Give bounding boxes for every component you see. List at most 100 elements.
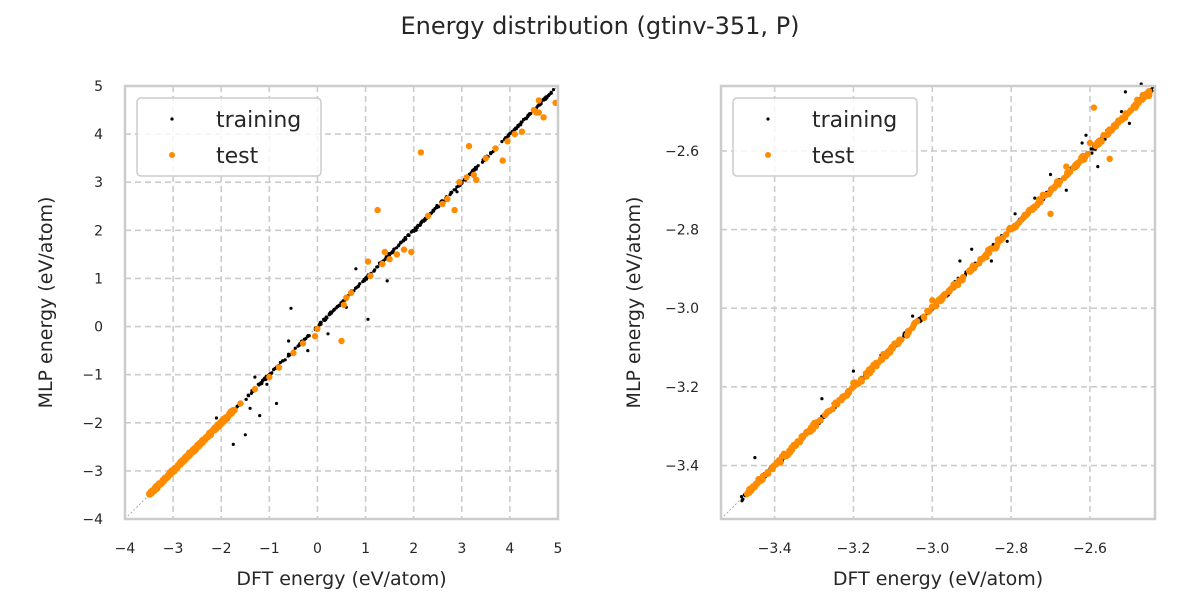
right-y-tick-label: −3.2: [665, 380, 699, 396]
left-test-point: [228, 408, 235, 415]
right-test-point: [850, 379, 857, 387]
right-test-point: [1145, 92, 1153, 100]
right-test-point: [1018, 216, 1026, 223]
left-training-point: [551, 88, 556, 92]
left-training-point: [549, 91, 553, 95]
left-test-point: [290, 349, 297, 357]
left-training-point: [415, 226, 419, 230]
right-legend: training test: [732, 97, 918, 177]
left-training-point: [265, 382, 269, 386]
right-test-point: [1106, 155, 1113, 162]
right-training-point: [1127, 121, 1131, 125]
right-test-point: [932, 302, 940, 309]
left-training-point: [256, 382, 260, 386]
left-training-point: [366, 317, 370, 321]
right-y-axis-label: MLP energy (eV/atom): [623, 197, 645, 409]
right-test-point: [1090, 104, 1098, 111]
right-test-point: [983, 250, 990, 258]
right-y-tick-label: −3.4: [665, 459, 699, 475]
left-training-point: [283, 358, 287, 362]
legend-test-marker: [765, 152, 771, 158]
legend-test-label: test: [216, 144, 259, 169]
right-training-point: [1080, 141, 1084, 145]
left-axes-frame: [123, 84, 560, 521]
right-test-point: [745, 488, 752, 496]
right-test-point: [757, 476, 764, 484]
left-y-tick-label: −4: [82, 512, 103, 528]
left-test-point: [393, 251, 400, 258]
left-training-point: [235, 404, 239, 409]
left-training-point: [244, 397, 248, 401]
left-training-point: [385, 279, 389, 283]
right-test-point: [937, 297, 944, 304]
right-y-tick-label: −2.8: [665, 223, 699, 239]
right-training-point: [1084, 133, 1088, 137]
left-training-point: [434, 205, 439, 209]
left-y-tick-label: 2: [94, 223, 103, 239]
right-test-point: [1075, 159, 1082, 167]
left-training-point: [403, 236, 408, 240]
left-training-point: [302, 337, 307, 341]
right-x-tick-label: −3.2: [836, 541, 870, 557]
right-test-point: [878, 356, 886, 364]
right-test-point: [1040, 193, 1048, 200]
left-test-point: [176, 460, 183, 467]
left-test-point: [463, 174, 470, 181]
left-test-point: [456, 179, 463, 186]
right-test-point: [786, 447, 793, 454]
left-test-point: [451, 206, 458, 214]
left-legend-box: [136, 97, 322, 177]
right-test-point: [992, 245, 1000, 252]
right-training-point: [911, 314, 915, 318]
right-training-point: [753, 456, 757, 460]
left-test-point: [299, 340, 307, 347]
legend-test-label: test: [812, 144, 855, 169]
left-test-point: [343, 294, 350, 301]
right-x-tick-label: −2.6: [1073, 541, 1107, 557]
right-training-point: [1064, 188, 1068, 192]
right-training-point: [958, 259, 962, 263]
right-test-point: [873, 362, 880, 370]
left-y-axis-label: MLP energy (eV/atom): [35, 197, 57, 409]
left-training-point: [318, 320, 323, 324]
left-training-point: [387, 252, 391, 256]
right-training-point: [1005, 239, 1009, 243]
left-training-point: [278, 360, 282, 365]
left-y-tick-label: 0: [94, 320, 103, 336]
left-training-point: [332, 308, 336, 312]
right-test-point: [940, 292, 947, 299]
right-x-tick-label: −3.4: [758, 541, 792, 557]
left-y-tick-label: −3: [82, 464, 103, 480]
left-test-point: [400, 246, 408, 253]
left-test-point: [540, 114, 547, 121]
left-test-point: [181, 456, 188, 463]
right-test-point: [926, 307, 933, 314]
left-training-point: [392, 247, 396, 251]
right-test-point: [1063, 163, 1070, 170]
left-x-tick-label: 5: [554, 541, 563, 557]
right-test-point: [957, 277, 964, 284]
left-test-point: [162, 475, 169, 482]
left-training-point: [455, 190, 459, 194]
right-test-point: [914, 318, 921, 325]
left-test-point: [367, 272, 374, 280]
left-training-point: [516, 125, 520, 129]
right-test-point: [1134, 96, 1141, 104]
right-test-point: [905, 329, 912, 336]
right-test-point: [1125, 109, 1132, 117]
left-training-point: [538, 103, 542, 107]
right-training-point: [1090, 151, 1094, 155]
right-training-point: [1048, 172, 1053, 177]
left-test-point: [199, 439, 206, 446]
left-test-point: [314, 325, 321, 333]
left-test-point: [219, 418, 226, 425]
right-test-point: [862, 370, 870, 377]
right-y-tick-labels: −3.4 −3.2 −3.0 −2.8 −2.6: [665, 144, 699, 475]
left-test-point: [237, 400, 244, 407]
left-training-point: [337, 304, 341, 308]
left-test-point: [204, 433, 212, 441]
left-training-point: [258, 414, 262, 418]
right-test-point: [826, 407, 833, 414]
left-training-point: [525, 115, 530, 119]
right-test-point: [752, 480, 760, 487]
